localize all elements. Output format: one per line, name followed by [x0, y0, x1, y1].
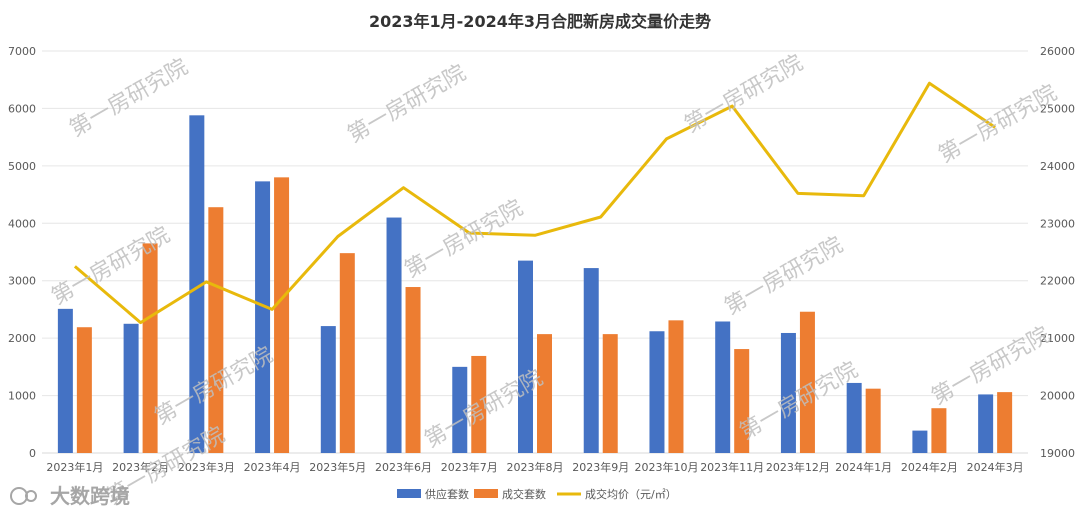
sales-bar [142, 243, 158, 453]
watermark: 第一房研究院 [935, 81, 1062, 169]
right-tick-label: 23000 [1040, 217, 1075, 230]
x-tick-label: 2023年2月 [112, 460, 169, 474]
watermark: 第一房研究院 [66, 55, 193, 143]
x-tick-label: 2023年4月 [244, 460, 301, 474]
right-tick-label: 20000 [1040, 390, 1075, 403]
left-tick-label: 4000 [8, 217, 36, 230]
legend-label: 成交套数 [502, 487, 546, 501]
left-tick-label: 6000 [8, 102, 36, 115]
sales-bar [537, 334, 552, 453]
supply-bar [780, 332, 796, 453]
left-axis-ticks: 0 1000 2000 3000 4000 5000 6000 7000 [8, 45, 36, 460]
supply-bar [518, 260, 533, 453]
x-tick-label: 2023年10月 [634, 460, 698, 474]
line-series [73, 81, 996, 325]
supply-bar [649, 331, 665, 453]
supply-bar [978, 394, 994, 453]
sales-bar [931, 408, 947, 453]
x-tick-label: 2024年1月 [835, 460, 892, 474]
legend-label: 成交均价（元/㎡） [585, 487, 677, 501]
supply-bar [583, 268, 599, 453]
supply-bar [912, 430, 928, 453]
x-tick-label: 2024年2月 [901, 460, 958, 474]
bar-series [57, 115, 1013, 454]
sales-bar [734, 349, 750, 453]
x-axis-ticks: 2023年1月 2023年2月 2023年3月 2023年4月 2023年5月 2023年… [46, 460, 1023, 474]
x-tick-label: 2024年3月 [967, 460, 1024, 474]
legend-swatch [397, 489, 421, 498]
x-tick-label: 2023年8月 [507, 460, 564, 474]
logo-icon [10, 487, 28, 505]
x-tick-label: 2023年3月 [178, 460, 235, 474]
right-tick-label: 22000 [1040, 275, 1075, 288]
right-axis-ticks: 19000 20000 21000 22000 23000 24000 25000 26000 [1040, 45, 1075, 460]
chart-title: 2023年1月-2024年3月合肥新房成交量价走势 [369, 12, 711, 31]
left-tick-label: 2000 [8, 332, 36, 345]
watermark: 第一房研究院 [721, 233, 848, 321]
right-tick-label: 24000 [1040, 160, 1075, 173]
right-tick-label: 25000 [1040, 102, 1075, 115]
right-tick-label: 21000 [1040, 332, 1075, 345]
x-tick-label: 2023年12月 [766, 460, 830, 474]
supply-bar [715, 321, 731, 453]
sales-bar [274, 177, 290, 454]
brand-logo: 大数跨境 [10, 484, 130, 508]
supply-bar [123, 323, 139, 453]
sales-bar [865, 388, 881, 453]
x-tick-label: 2023年5月 [309, 460, 366, 474]
watermark: 第一房研究院 [736, 358, 863, 446]
sales-bar [602, 334, 618, 453]
x-tick-label: 2023年6月 [375, 460, 432, 474]
supply-bar [452, 366, 468, 453]
logo-text: 大数跨境 [50, 484, 130, 508]
left-tick-label: 3000 [8, 275, 36, 288]
watermark: 第一房研究院 [401, 196, 528, 284]
supply-bar [189, 115, 205, 453]
logo-icon-dot [25, 490, 37, 502]
left-tick-label: 7000 [8, 45, 36, 58]
supply-bar [320, 326, 336, 453]
supply-bar [255, 181, 271, 453]
sales-bar [668, 320, 684, 453]
legend-label: 供应套数 [425, 487, 469, 501]
sales-bar [405, 287, 421, 453]
left-tick-label: 5000 [8, 160, 36, 173]
sales-bar [471, 355, 487, 453]
right-tick-label: 19000 [1040, 447, 1075, 460]
right-tick-label: 26000 [1040, 45, 1075, 58]
sales-bar [76, 327, 92, 453]
sales-bar [339, 253, 355, 453]
avg-price-line [73, 81, 996, 325]
watermark: 第一房研究院 [344, 61, 471, 149]
supply-bar [57, 308, 73, 453]
left-tick-label: 0 [29, 447, 36, 460]
x-tick-label: 2023年1月 [46, 460, 103, 474]
supply-bar [386, 217, 402, 453]
sales-bar [799, 311, 815, 453]
watermark: 第一房研究院 [681, 51, 808, 139]
sales-bar [997, 392, 1013, 453]
x-tick-label: 2023年11月 [700, 460, 764, 474]
legend: 供应套数 成交套数 成交均价（元/㎡） [397, 487, 677, 501]
supply-bar [846, 382, 862, 453]
x-tick-label: 2023年9月 [572, 460, 629, 474]
left-tick-label: 1000 [8, 390, 36, 403]
sales-bar [208, 207, 224, 453]
x-tick-label: 2023年7月 [441, 460, 498, 474]
legend-swatch [474, 489, 498, 498]
